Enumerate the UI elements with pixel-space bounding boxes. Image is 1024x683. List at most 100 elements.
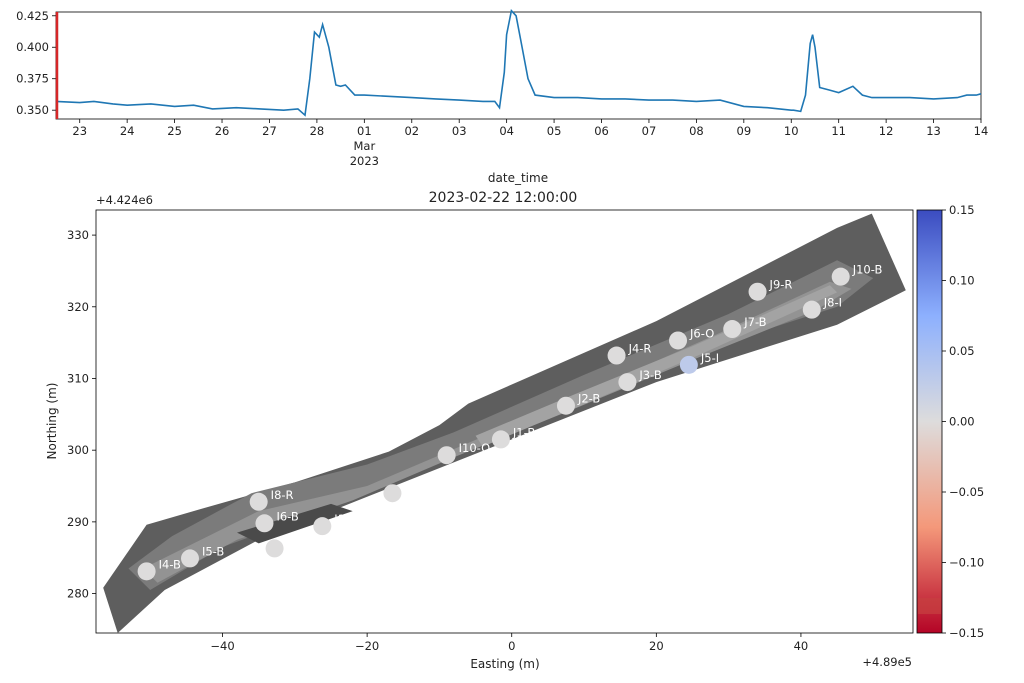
colorbar-tick-label: −0.05 bbox=[949, 485, 984, 499]
map-y-axis-label: Northing (m) bbox=[45, 383, 59, 460]
map-y-tick-label: 280 bbox=[67, 587, 89, 601]
colorbar-tick-label: 0.15 bbox=[949, 203, 975, 217]
sensor-point: I4-B bbox=[137, 557, 181, 581]
sensor-label: J10-B bbox=[852, 263, 883, 277]
colorbar-tick-label: 0.10 bbox=[949, 274, 975, 288]
timeseries-x-tick-label: 27 bbox=[262, 124, 277, 138]
map-x-axis-label: Easting (m) bbox=[470, 657, 539, 671]
sensor-label: J9-R bbox=[769, 278, 793, 292]
colorbar-tick-label: −0.15 bbox=[949, 626, 984, 640]
sensor-point: I2-S bbox=[265, 534, 309, 558]
timeseries-month-label: Mar bbox=[353, 139, 375, 153]
colorbar-tick-label: −0.10 bbox=[949, 556, 984, 570]
sensor-label: I10-O bbox=[459, 441, 491, 455]
sensor-label: I1-S bbox=[334, 512, 356, 526]
sensor-label: J5-I bbox=[700, 351, 719, 365]
sensor-label: J2-B bbox=[577, 392, 600, 406]
sensor-label: I4-B bbox=[159, 557, 181, 571]
timeseries-x-ticks: 23 24 25 26 27 28 01 02 03 04 05 06 07 08 09 10 11 12 13 14 bbox=[72, 119, 988, 138]
timeseries-x-tick-label: 08 bbox=[689, 124, 704, 138]
map-x-ticks: −40 −20 0 20 40 bbox=[210, 633, 808, 653]
timeseries-x-tick-label: 12 bbox=[879, 124, 894, 138]
map-title: 2023-02-22 12:00:00 bbox=[429, 190, 578, 206]
sensor-point: J1-B bbox=[491, 425, 535, 449]
sensor-point: J9-R bbox=[748, 278, 793, 301]
timeseries-x-tick-label: 05 bbox=[547, 124, 562, 138]
sensor-marker bbox=[313, 517, 332, 536]
timeseries-x-tick-label: 24 bbox=[120, 124, 135, 138]
map-x-tick-label: 20 bbox=[649, 639, 664, 653]
sensor-point: J7-B bbox=[723, 315, 767, 339]
timeseries-line bbox=[55, 9, 982, 117]
sensor-label: J4-R bbox=[628, 342, 652, 356]
sensor-marker bbox=[265, 539, 284, 558]
sensor-label: I8-R bbox=[271, 488, 294, 502]
map-y-ticks: 280 290 300 310 320 330 bbox=[67, 228, 96, 601]
timeseries-year-label: 2023 bbox=[350, 154, 379, 168]
sensor-label: I6-B bbox=[276, 509, 298, 523]
sensor-marker bbox=[748, 282, 767, 301]
sensor-marker bbox=[607, 346, 626, 365]
sensor-point: I8-R bbox=[249, 488, 294, 511]
sensor-marker bbox=[618, 373, 637, 392]
timeseries-x-tick-label: 13 bbox=[926, 124, 941, 138]
timeseries-y-tick-label: 0.350 bbox=[16, 103, 49, 117]
map-x-tick-label: 0 bbox=[508, 639, 515, 653]
sensor-point: J8-I bbox=[802, 296, 842, 319]
timeseries-x-tick-label: 10 bbox=[784, 124, 799, 138]
map-x-tick-label: 40 bbox=[794, 639, 809, 653]
timeseries-chart: 0.350 0.375 0.400 0.425 23 24 25 26 27 28 01 02 03 0… bbox=[16, 9, 988, 185]
map-y-tick-label: 330 bbox=[67, 228, 89, 242]
sensor-point: J2-B bbox=[556, 392, 600, 415]
sensor-point: I9-B bbox=[383, 479, 427, 503]
timeseries-x-tick-label: 09 bbox=[737, 124, 752, 138]
sensor-marker bbox=[723, 320, 742, 339]
map-x-offset-label: +4.89e5 bbox=[862, 655, 912, 669]
sensor-marker bbox=[249, 492, 268, 511]
sensor-marker bbox=[556, 396, 575, 415]
sensor-label: J1-B bbox=[512, 425, 535, 439]
sensor-point: J5-I bbox=[679, 351, 719, 374]
sensor-point: J6-O bbox=[669, 326, 714, 350]
sensor-label: I9-B bbox=[404, 479, 426, 493]
colorbar-gradient bbox=[916, 209, 943, 634]
timeseries-x-tick-label: 02 bbox=[404, 124, 419, 138]
timeseries-x-tick-label: 28 bbox=[310, 124, 325, 138]
timeseries-x-tick-label: 04 bbox=[499, 124, 514, 138]
map-x-tick-label: −40 bbox=[210, 639, 234, 653]
sensor-point: I6-B bbox=[255, 509, 299, 533]
timeseries-y-tick-label: 0.400 bbox=[16, 40, 49, 54]
sensor-label: J6-O bbox=[689, 326, 714, 340]
timeseries-x-tick-label: 06 bbox=[594, 124, 609, 138]
sensor-point: J10-B bbox=[831, 263, 883, 286]
sensor-marker bbox=[180, 549, 199, 568]
colorbar: 0.15 0.10 0.05 0.00 −0.05 −0.10 −0.15 bbox=[916, 203, 984, 640]
sensor-point: I5-B bbox=[180, 544, 224, 568]
map-y-offset-label: +4.424e6 bbox=[96, 193, 153, 207]
sensor-marker bbox=[437, 446, 456, 465]
map-y-tick-label: 300 bbox=[67, 443, 89, 457]
timeseries-x-tick-label: 01 bbox=[357, 124, 372, 138]
timeseries-x-tick-label: 07 bbox=[642, 124, 657, 138]
sensor-label: J8-I bbox=[823, 296, 842, 310]
sensor-point: I10-O bbox=[437, 441, 491, 465]
sensor-point: J4-R bbox=[607, 342, 652, 365]
map-chart: 2023-02-22 12:00:00 +4.424e6 I4-B I5-B I2-… bbox=[45, 190, 984, 671]
sensor-marker bbox=[255, 514, 274, 533]
sensor-marker bbox=[491, 430, 510, 449]
sensor-points: I4-B I5-B I2-S I6-B I1-S I8-R I9-B I10-O J1-B J2-… bbox=[137, 263, 883, 581]
map-y-tick-label: 310 bbox=[67, 371, 89, 385]
timeseries-x-tick-label: 03 bbox=[452, 124, 467, 138]
sensor-label: J3-B bbox=[638, 368, 661, 382]
map-y-tick-label: 320 bbox=[67, 300, 89, 314]
sensor-point: I1-S bbox=[313, 512, 356, 536]
timeseries-y-tick-label: 0.375 bbox=[16, 72, 49, 86]
timeseries-x-tick-label: 23 bbox=[72, 124, 87, 138]
colorbar-extreme-patch bbox=[918, 598, 941, 614]
timeseries-x-tick-label: 11 bbox=[831, 124, 846, 138]
sensor-label: I2-S bbox=[287, 534, 309, 548]
colorbar-ticks: 0.15 0.10 0.05 0.00 −0.05 −0.10 −0.15 bbox=[942, 203, 984, 640]
sensor-marker bbox=[679, 355, 698, 374]
timeseries-x-tick-label: 14 bbox=[974, 124, 989, 138]
